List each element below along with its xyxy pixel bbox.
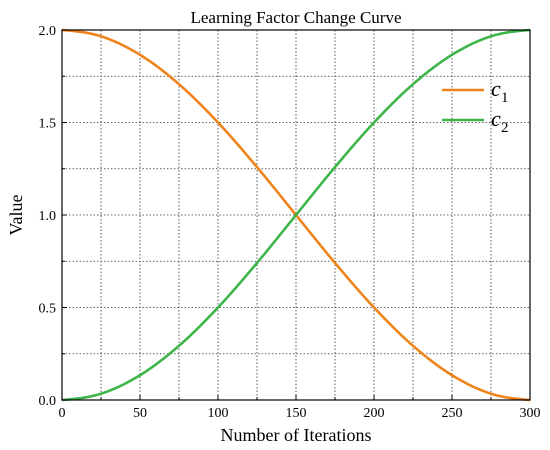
x-tick-label: 300 bbox=[520, 406, 541, 421]
legend-subscript-c1: 1 bbox=[501, 90, 509, 106]
series-line-c2 bbox=[61, 28, 531, 402]
series-layer bbox=[61, 28, 531, 402]
x-tick-label: 250 bbox=[442, 406, 463, 421]
y-tick-label: 1.5 bbox=[39, 117, 57, 132]
chart-title: Learning Factor Change Curve bbox=[190, 8, 401, 27]
grid bbox=[62, 30, 530, 400]
y-tick-label: 0.0 bbox=[39, 394, 57, 409]
x-tick-label: 100 bbox=[208, 406, 229, 421]
legend: c 1c 2 bbox=[442, 76, 509, 136]
x-axis-label: Number of Iterations bbox=[221, 425, 372, 445]
legend-label-c2: c bbox=[491, 106, 501, 131]
x-tick-label: 150 bbox=[286, 406, 307, 421]
legend-label-c1: c bbox=[491, 76, 501, 101]
y-tick-label: 2.0 bbox=[39, 24, 57, 39]
x-tick-label: 50 bbox=[133, 406, 147, 421]
x-tick-label: 0 bbox=[59, 406, 66, 421]
y-axis-label: Value bbox=[6, 194, 26, 235]
y-tick-label: 0.5 bbox=[39, 302, 57, 317]
x-tick-label: 200 bbox=[364, 406, 385, 421]
ticks: 0 50 100 150 200 250 300 0.0 0.5 1.0 1.5 2.0 bbox=[39, 24, 541, 421]
legend-subscript-c2: 2 bbox=[501, 120, 509, 136]
y-tick-label: 1.0 bbox=[39, 209, 57, 224]
